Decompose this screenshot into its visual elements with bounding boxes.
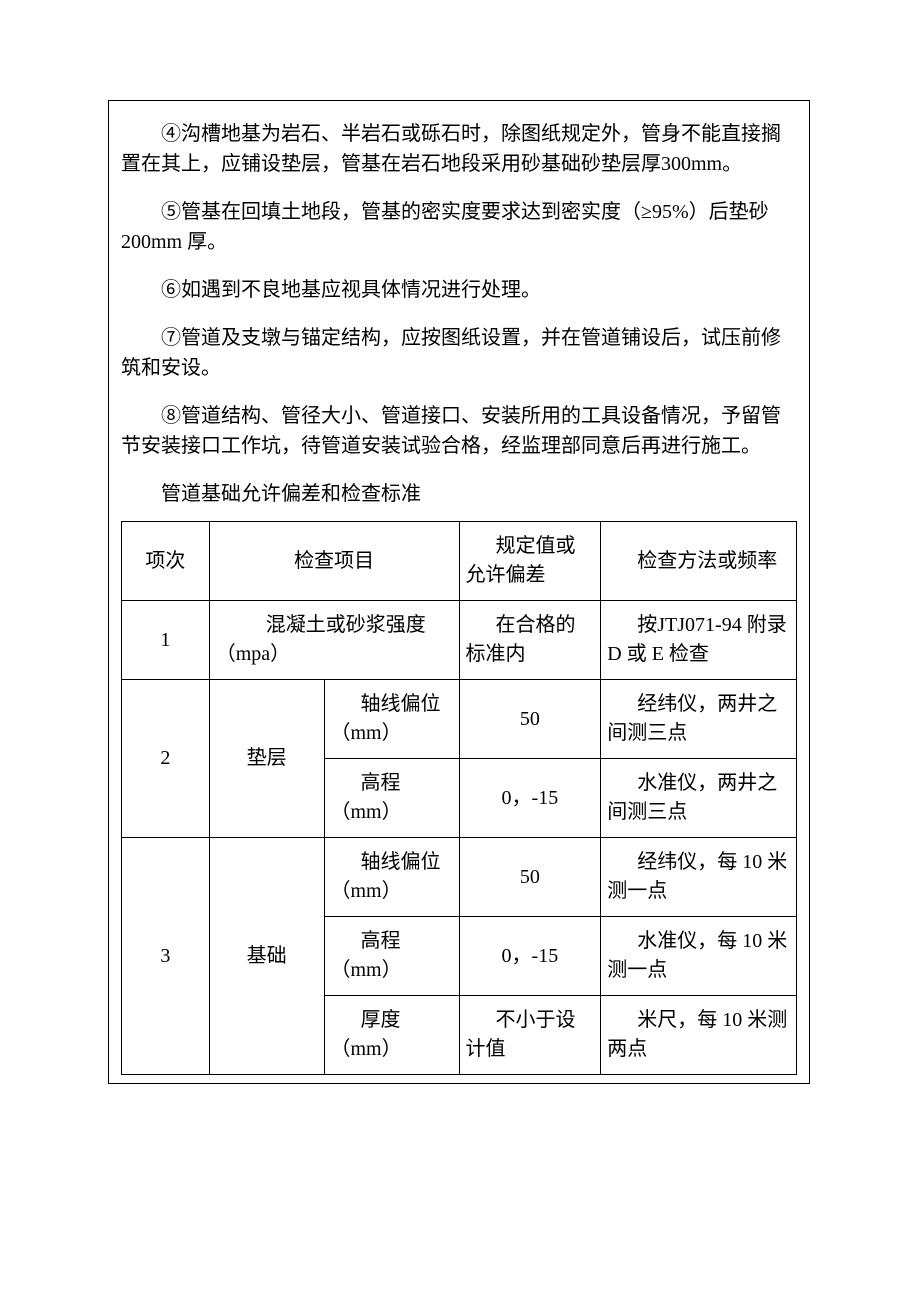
cell-method: 按JTJ071-94 附录 D 或 E 检查 (601, 601, 797, 680)
paragraph-7: ⑦管道及支墩与锚定结构，应按图纸设置，并在管道铺设后，试压前修筑和安设。 (121, 323, 797, 383)
cell-value: 不小于设计值 (459, 996, 601, 1075)
cell-item: 混凝土或砂浆强度（mpa） (209, 601, 459, 680)
cell-method: 水准仪，每 10 米测一点 (601, 917, 797, 996)
header-tolerance: 规定值或允许偏差 (459, 522, 601, 601)
cell-method: 米尺，每 10 米测两点 (601, 996, 797, 1075)
cell-value: 在合格的标准内 (459, 601, 601, 680)
paragraph-4: ④沟槽地基为岩石、半岩石或砾石时，除图纸规定外，管身不能直接搁置在其上，应铺设垫… (121, 119, 797, 179)
cell-value: 50 (459, 680, 601, 759)
cell-item: 基础 (209, 838, 324, 1075)
paragraph-5: ⑤管基在回填土地段，管基的密实度要求达到密实度（≥95%）后垫砂 200mm 厚… (121, 197, 797, 257)
standards-table: 项次 检查项目 规定值或允许偏差 检查方法或频率 1 混凝土或砂浆强度（mpa）… (121, 521, 797, 1075)
cell-num: 1 (122, 601, 210, 680)
table-caption: 管道基础允许偏差和检查标准 (121, 479, 797, 509)
table-row: 2 垫层 轴线偏位（mm） 50 经纬仪，两井之间测三点 (122, 680, 797, 759)
cell-subitem: 厚度（mm） (324, 996, 459, 1075)
cell-value: 0，-15 (459, 917, 601, 996)
table-row: 3 基础 轴线偏位（mm） 50 经纬仪，每 10 米测一点 (122, 838, 797, 917)
document-border: ④沟槽地基为岩石、半岩石或砾石时，除图纸规定外，管身不能直接搁置在其上，应铺设垫… (108, 100, 810, 1084)
cell-num: 2 (122, 680, 210, 838)
cell-method: 经纬仪，每 10 米测一点 (601, 838, 797, 917)
content-section: ④沟槽地基为岩石、半岩石或砾石时，除图纸规定外，管身不能直接搁置在其上，应铺设垫… (109, 101, 809, 1083)
paragraph-8: ⑧管道结构、管径大小、管道接口、安装所用的工具设备情况，予留管节安装接口工作坑，… (121, 401, 797, 461)
cell-subitem: 高程（mm） (324, 759, 459, 838)
cell-subitem: 高程（mm） (324, 917, 459, 996)
cell-method: 经纬仪，两井之间测三点 (601, 680, 797, 759)
cell-value: 0，-15 (459, 759, 601, 838)
header-method: 检查方法或频率 (601, 522, 797, 601)
table-row: 1 混凝土或砂浆强度（mpa） 在合格的标准内 按JTJ071-94 附录 D … (122, 601, 797, 680)
cell-subitem: 轴线偏位（mm） (324, 838, 459, 917)
cell-item: 垫层 (209, 680, 324, 838)
paragraph-6: ⑥如遇到不良地基应视具体情况进行处理。 (121, 275, 797, 305)
table-header-row: 项次 检查项目 规定值或允许偏差 检查方法或频率 (122, 522, 797, 601)
cell-subitem: 轴线偏位（mm） (324, 680, 459, 759)
header-check-item: 检查项目 (209, 522, 459, 601)
cell-num: 3 (122, 838, 210, 1075)
header-item-number: 项次 (122, 522, 210, 601)
cell-method: 水准仪，两井之间测三点 (601, 759, 797, 838)
cell-value: 50 (459, 838, 601, 917)
